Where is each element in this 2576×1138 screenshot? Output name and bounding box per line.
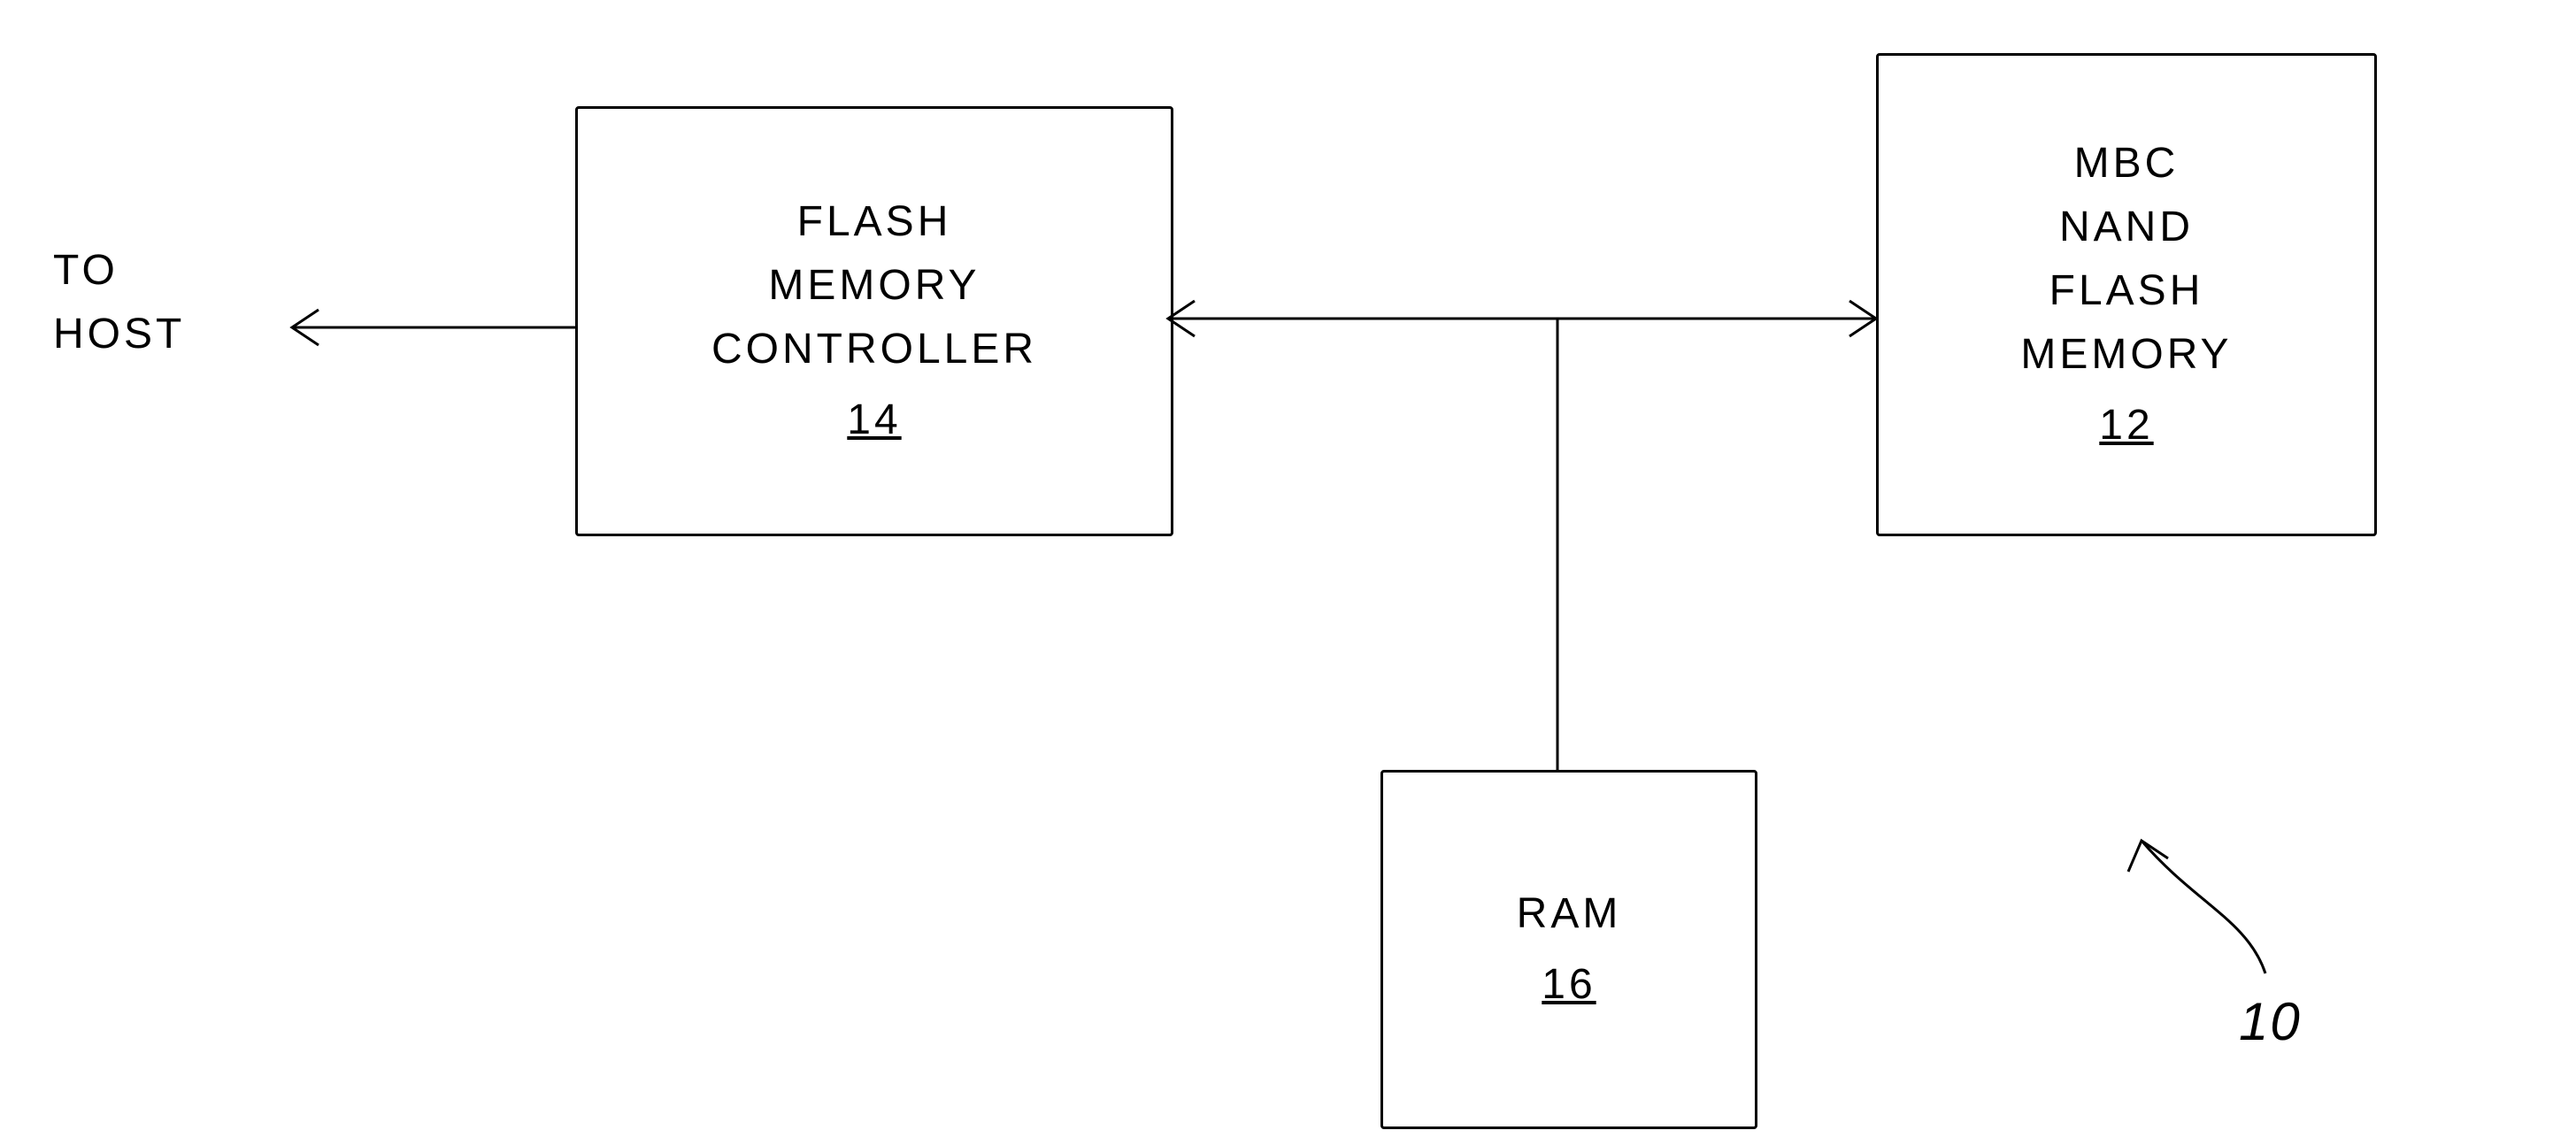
ref-arrow-10 — [0, 0, 2576, 1138]
